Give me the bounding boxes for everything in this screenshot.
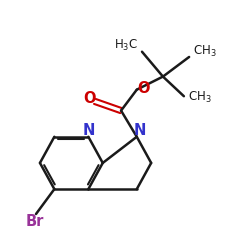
Text: O: O: [83, 91, 96, 106]
Text: CH$_3$: CH$_3$: [193, 44, 217, 59]
Text: N: N: [82, 123, 94, 138]
Text: Br: Br: [26, 214, 44, 229]
Text: O: O: [137, 81, 149, 96]
Text: H$_3$C: H$_3$C: [114, 38, 138, 53]
Text: N: N: [134, 123, 146, 138]
Text: CH$_3$: CH$_3$: [188, 90, 212, 105]
